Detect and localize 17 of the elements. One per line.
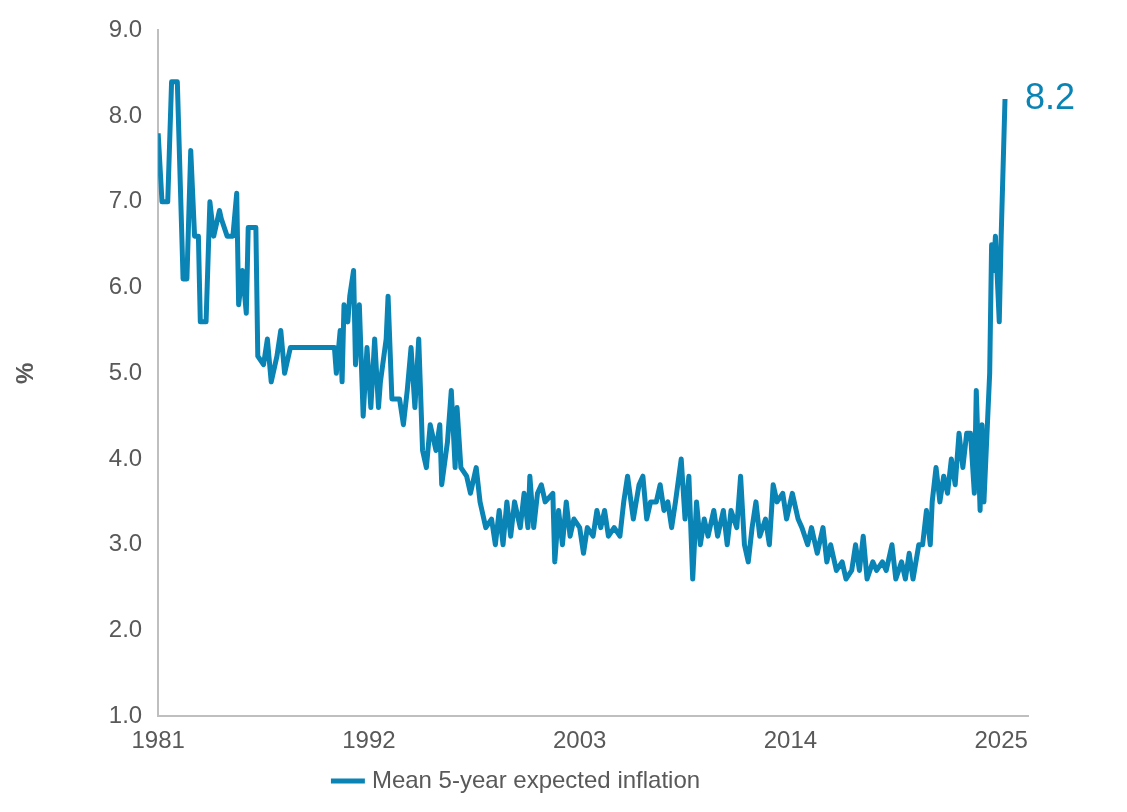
- x-tick-label: 2003: [552, 726, 607, 754]
- y-tick-label: 8.0: [108, 100, 143, 128]
- annotation: 8.2: [1025, 75, 1076, 117]
- y-tick-label: 9.0: [108, 15, 143, 43]
- y-tick-label: 6.0: [108, 272, 143, 300]
- y-tick-label: 5.0: [108, 357, 143, 385]
- y-tick-label: 4.0: [108, 443, 143, 471]
- y-tick-label: 3.0: [108, 529, 143, 557]
- x-tick-label: 2025: [974, 726, 1028, 754]
- x-tick-label: 1992: [342, 726, 396, 754]
- x-tick-label: 1981: [131, 726, 185, 754]
- y-tick-label: 2.0: [108, 615, 143, 643]
- y-axis-title: %: [11, 362, 39, 384]
- x-tick-label: 2014: [763, 726, 818, 754]
- y-tick-label: 1.0: [108, 700, 143, 728]
- legend-label: Mean 5-year expected inflation: [371, 765, 701, 793]
- y-tick-label: 7.0: [108, 186, 143, 214]
